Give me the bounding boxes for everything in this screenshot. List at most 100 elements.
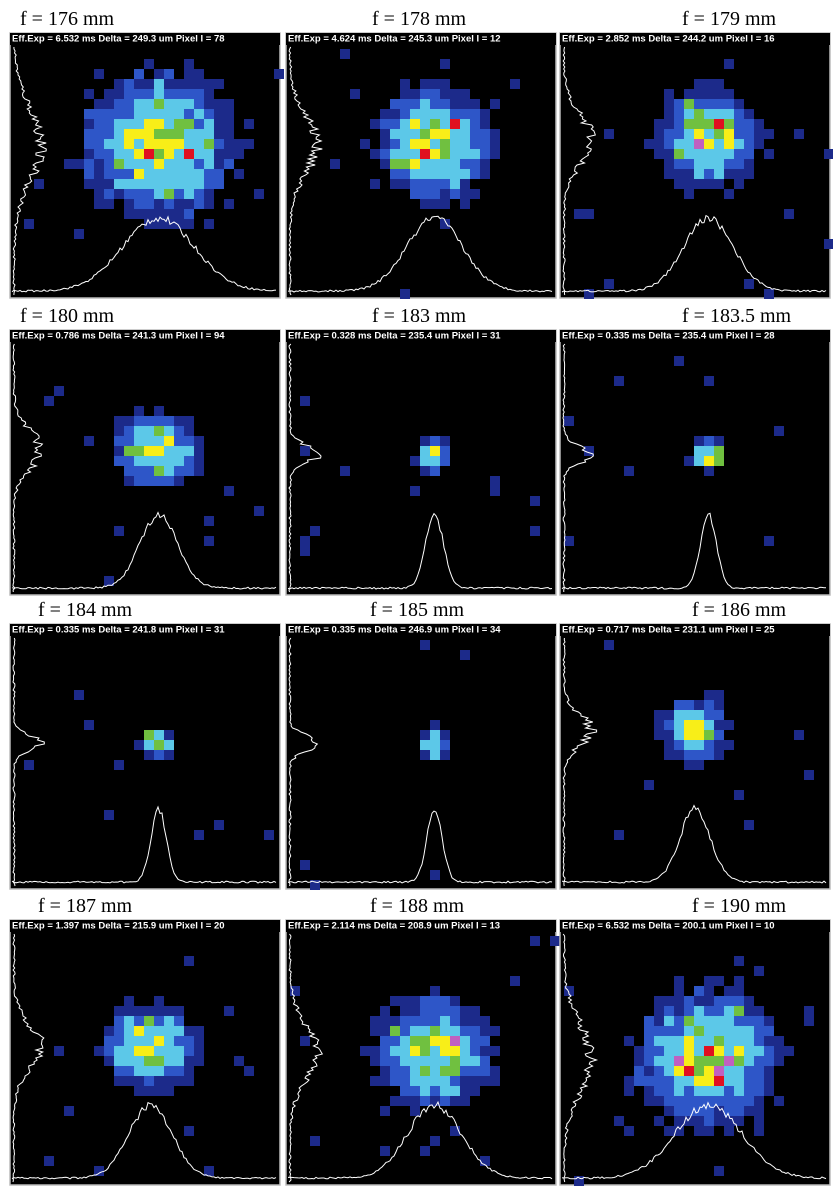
pixel bbox=[764, 289, 774, 299]
pixel bbox=[400, 996, 410, 1006]
pixel bbox=[144, 740, 154, 750]
pixel bbox=[684, 730, 694, 740]
pixel bbox=[694, 1086, 704, 1096]
pixel bbox=[490, 1026, 500, 1036]
pixel bbox=[400, 1086, 410, 1096]
pixel bbox=[440, 119, 450, 129]
pixel bbox=[684, 700, 694, 710]
pixel bbox=[370, 1046, 380, 1056]
pixel bbox=[644, 1036, 654, 1046]
pixel bbox=[154, 1006, 164, 1016]
pixel bbox=[174, 1016, 184, 1026]
pixel bbox=[654, 149, 664, 159]
pixel bbox=[724, 1026, 734, 1036]
pixel bbox=[204, 119, 214, 129]
info-text: Eff.Exp = 2.852 ms Delta = 244.2 um Pixe… bbox=[562, 34, 775, 45]
pixel bbox=[490, 99, 500, 109]
pixel bbox=[674, 159, 684, 169]
pixel bbox=[174, 466, 184, 476]
pixel bbox=[390, 1016, 400, 1026]
pixel bbox=[714, 149, 724, 159]
pixel bbox=[34, 179, 44, 189]
pixel bbox=[124, 99, 134, 109]
panel-label: f = 180 mm bbox=[20, 305, 114, 327]
pixel bbox=[694, 986, 704, 996]
pixel bbox=[714, 700, 724, 710]
pixel bbox=[744, 820, 754, 830]
pixel bbox=[754, 1096, 764, 1106]
profile-horizontal bbox=[287, 810, 553, 884]
pixel bbox=[164, 740, 174, 750]
info-bar bbox=[286, 330, 556, 342]
pixel bbox=[684, 740, 694, 750]
pixel bbox=[734, 1116, 744, 1126]
pixel bbox=[330, 159, 340, 169]
pixel bbox=[674, 139, 684, 149]
beam-image: Eff.Exp = 0.786 ms Delta = 241.3 um Pixe… bbox=[9, 329, 281, 596]
pixel bbox=[164, 1056, 174, 1066]
beam-image: Eff.Exp = 2.852 ms Delta = 244.2 um Pixe… bbox=[559, 32, 833, 299]
pixel bbox=[300, 446, 310, 456]
pixel bbox=[410, 89, 420, 99]
pixel bbox=[440, 1036, 450, 1046]
pixel bbox=[204, 189, 214, 199]
pixel bbox=[24, 760, 34, 770]
pixel bbox=[754, 1066, 764, 1076]
pixel bbox=[410, 109, 420, 119]
pixel bbox=[654, 1086, 664, 1096]
panel-label: f = 186 mm bbox=[692, 599, 786, 621]
pixel bbox=[154, 1056, 164, 1066]
pixel bbox=[694, 109, 704, 119]
pixel bbox=[154, 996, 164, 1006]
pixel bbox=[754, 1026, 764, 1036]
pixel bbox=[124, 1066, 134, 1076]
pixel bbox=[144, 1026, 154, 1036]
pixel bbox=[734, 1056, 744, 1066]
pixel bbox=[410, 139, 420, 149]
pixel bbox=[164, 466, 174, 476]
pixel bbox=[704, 119, 714, 129]
pixel bbox=[410, 1106, 420, 1116]
pixel bbox=[744, 1046, 754, 1056]
pixel bbox=[754, 139, 764, 149]
profile-vertical bbox=[562, 933, 599, 1183]
pixel bbox=[480, 1156, 490, 1166]
profile-horizontal bbox=[287, 512, 553, 590]
pixel bbox=[744, 1076, 754, 1086]
pixel bbox=[470, 1036, 480, 1046]
pixel bbox=[204, 139, 214, 149]
pixel bbox=[244, 119, 254, 129]
pixel bbox=[194, 179, 204, 189]
pixel bbox=[704, 1006, 714, 1016]
pixel bbox=[704, 179, 714, 189]
pixel bbox=[144, 89, 154, 99]
profile-horizontal bbox=[11, 215, 277, 293]
pixel bbox=[164, 109, 174, 119]
pixel bbox=[154, 79, 164, 89]
pixel bbox=[644, 1086, 654, 1096]
profile-horizontal bbox=[561, 512, 827, 590]
pixel bbox=[734, 159, 744, 169]
pixel bbox=[184, 446, 194, 456]
pixel bbox=[124, 456, 134, 466]
pixel bbox=[104, 119, 114, 129]
pixel bbox=[300, 1036, 310, 1046]
pixel bbox=[430, 1006, 440, 1016]
pixel bbox=[124, 199, 134, 209]
pixel bbox=[704, 376, 714, 386]
pixel bbox=[194, 169, 204, 179]
pixel bbox=[114, 1046, 124, 1056]
pixel bbox=[44, 396, 54, 406]
pixel bbox=[724, 1006, 734, 1016]
info-bar bbox=[10, 920, 280, 932]
pixel bbox=[84, 149, 94, 159]
pixel bbox=[430, 119, 440, 129]
pixel bbox=[104, 199, 114, 209]
pixel bbox=[224, 99, 234, 109]
pixel bbox=[644, 1096, 654, 1106]
pixel bbox=[144, 159, 154, 169]
pixel bbox=[410, 996, 420, 1006]
pixel bbox=[430, 446, 440, 456]
pixel bbox=[184, 219, 194, 229]
pixel bbox=[704, 109, 714, 119]
